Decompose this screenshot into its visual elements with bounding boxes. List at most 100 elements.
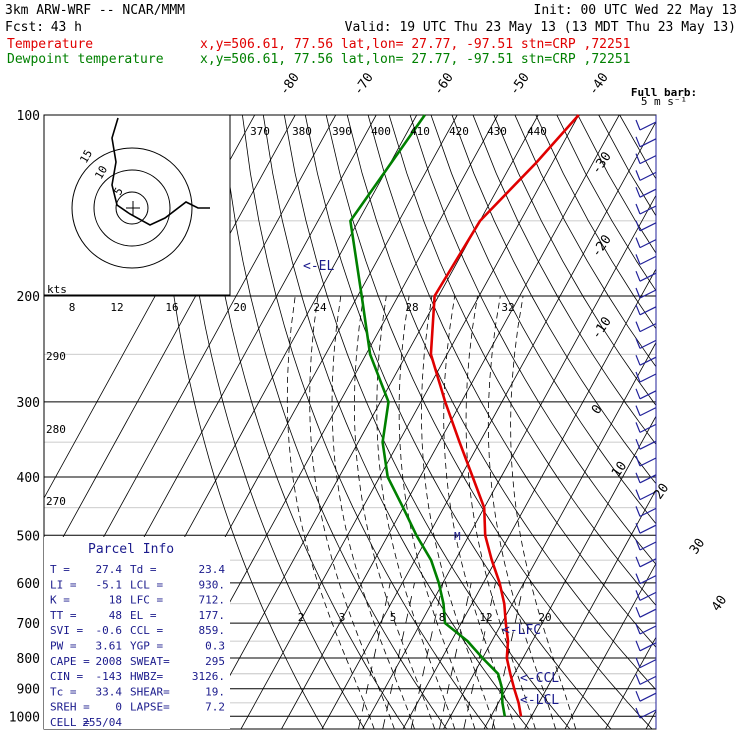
isotherm-line (281, 115, 620, 729)
isobar-label: 700 (17, 617, 40, 632)
dry-adiabat-line (304, 115, 612, 729)
lcl-marker: <-LCL (520, 693, 559, 708)
isotherm-line (44, 115, 296, 729)
parcel-value: 33.4 (96, 685, 123, 698)
parcel-value: 712. (199, 594, 226, 607)
hodograph-ring-15: 15 (77, 148, 95, 166)
parcel-value: 18 (109, 594, 122, 607)
parcel-value: T = (50, 563, 70, 576)
wind-barb (635, 422, 657, 433)
theta-label: 380 (292, 125, 312, 138)
hodograph-units: kts (47, 283, 67, 296)
moist-adiabat-line (309, 295, 395, 729)
wind-barb (635, 539, 657, 551)
mixing-ratio-line (410, 582, 444, 729)
wind-barb (635, 506, 657, 517)
dewpoint-line (349, 114, 507, 717)
barb-legend-line2: 5 m s⁻¹ (641, 95, 687, 108)
dry-adiabat-line (451, 115, 656, 729)
moist-adiabat-line (376, 295, 456, 729)
parcel-value: 177. (199, 609, 226, 622)
isotherm-line (524, 115, 656, 729)
isotherm-label: -40 (586, 70, 612, 98)
parcel-value: 23.4 (199, 563, 226, 576)
isobar-label: 1000 (9, 710, 40, 725)
dry-adiabat-line (242, 115, 489, 729)
fcst-value: 43 h (51, 20, 82, 35)
mixing-ratio-label: 20 (538, 611, 551, 624)
wind-barb (635, 556, 657, 568)
parcel-value: 859. (199, 624, 226, 637)
moist-adiabat-line (331, 295, 415, 729)
parcel-value: K = (50, 594, 70, 607)
el-marker: <-EL (303, 259, 334, 274)
isobar-label: 500 (17, 529, 40, 544)
dry-adiabat-line (472, 115, 656, 729)
temperature-location: x,y=506.61, 77.56 lat,lon= 27.77, -97.51… (200, 37, 630, 52)
parcel-value: 2008 (96, 655, 123, 668)
dry-adiabat-line (221, 115, 448, 729)
isotherm-label: 10 (609, 459, 630, 480)
wind-barb (635, 388, 657, 400)
ccl-marker: <-CCL (520, 671, 559, 686)
parcel-value: 7.2 (205, 701, 225, 714)
temperature-legend-label: Temperature (7, 37, 93, 52)
isobar-label: 600 (17, 577, 40, 592)
wind-barb (635, 119, 657, 131)
moist-adiabat-line (421, 295, 496, 729)
isobar-label: 400 (17, 471, 40, 486)
wind-barb (635, 354, 657, 366)
isotherm-label: -80 (277, 70, 303, 98)
dry-adiabat-line (179, 115, 365, 729)
parcel-value: LAPSE= (130, 701, 170, 714)
wind-barb (635, 522, 657, 534)
profile-curves (349, 114, 580, 717)
parcel-value: LFC = (130, 594, 163, 607)
isobar-label: 900 (17, 683, 40, 698)
dry-adiabat-line (430, 115, 656, 729)
dry-adiabat-line (283, 115, 571, 729)
wind-barb (635, 270, 657, 282)
dry-adiabat-line (325, 115, 653, 729)
dry-adiabat-line (388, 115, 656, 729)
wind-barb (635, 489, 657, 501)
dry-adiabat-line (493, 115, 656, 729)
wind-barb (635, 170, 657, 181)
moist-adiabat-line (443, 295, 516, 729)
wind-barb (635, 472, 657, 484)
hodograph-speed-label: 20 (233, 301, 246, 314)
isotherm-line (443, 115, 656, 729)
wind-barb (635, 573, 657, 585)
wind-barb (635, 220, 657, 232)
isotherm-line (402, 115, 656, 729)
isobar-label: 300 (17, 396, 40, 411)
wind-barb (635, 136, 657, 148)
wind-barb (635, 237, 657, 249)
hodograph-speed-label: 28 (405, 301, 418, 314)
hodograph-speed-label: 8 (69, 301, 76, 314)
parcel-value: 48 (109, 609, 122, 622)
parcel-info-panel: Parcel Info T = 27.4 Td = 23.4 LI = -5.1 LCL =… (44, 537, 230, 729)
parcel-value: CELL = (50, 716, 90, 729)
wind-barb (635, 254, 657, 265)
theta-label: 400 (371, 125, 391, 138)
parcel-value: CCL = (130, 624, 163, 637)
mixing-ratio-label: 8 (439, 611, 446, 624)
wind-barb (635, 186, 657, 198)
parcel-value: 0.3 (205, 640, 225, 653)
moist-adiabat-line (487, 295, 556, 729)
isotherm-label: -10 (589, 314, 615, 342)
isotherm-line (564, 115, 656, 729)
wind-barb (635, 438, 657, 450)
hodograph-trace (111, 117, 210, 226)
dewpoint-legend-label: Dewpoint temperature (7, 52, 164, 67)
mixing-ratio-label: 12 (479, 611, 492, 624)
barb-legend-line1: Full barb: (631, 86, 697, 99)
isotherm-line (240, 115, 580, 729)
isotherm-label: 30 (687, 536, 708, 557)
parcel-value: 27.4 (96, 563, 123, 576)
parcel-value: 295 (205, 655, 225, 668)
mixing-ratio-line (358, 582, 391, 729)
isotherm-label: -70 (351, 70, 377, 98)
isobar-label: 200 (17, 290, 40, 305)
